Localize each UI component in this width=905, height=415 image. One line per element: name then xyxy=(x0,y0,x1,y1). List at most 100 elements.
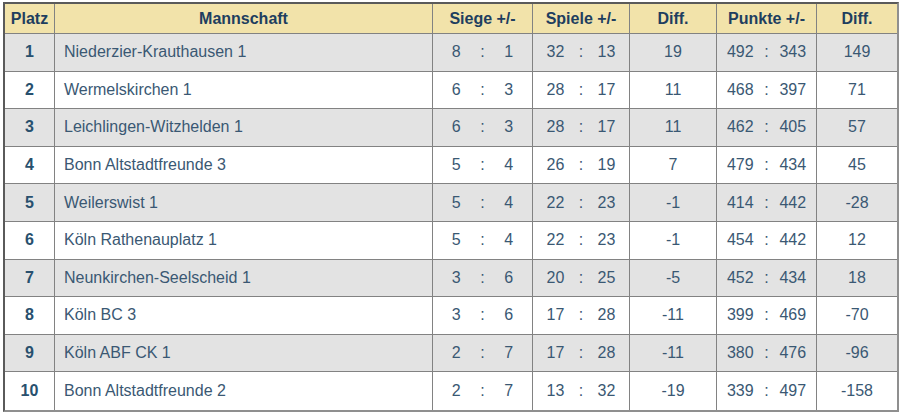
punkte-cell: 462:405 xyxy=(717,109,817,147)
rank-cell: 8 xyxy=(5,297,55,335)
spiele-cell: 17:28 xyxy=(533,297,630,335)
punkte-for: 468 xyxy=(721,81,760,99)
punkte-diff-cell: -96 xyxy=(817,335,897,373)
punkte-for: 414 xyxy=(721,194,760,212)
spiele-cell: 26:19 xyxy=(533,147,630,185)
spiele-cell: 32:13 xyxy=(533,34,630,72)
spiele-cell: 20:25 xyxy=(533,260,630,298)
siege-cell: 5:4 xyxy=(433,147,533,185)
spiele-won: 28 xyxy=(537,81,574,99)
spiele-diff-cell: 11 xyxy=(630,109,717,147)
rank-cell: 7 xyxy=(5,260,55,298)
score-separator: : xyxy=(476,194,490,212)
punkte-against: 397 xyxy=(774,81,813,99)
siege-lost: 1 xyxy=(490,43,529,61)
siege-won: 2 xyxy=(437,344,476,362)
siege-cell: 5:4 xyxy=(433,222,533,260)
spiele-diff-cell: 11 xyxy=(630,72,717,110)
rank-cell: 5 xyxy=(5,184,55,222)
score-separator: : xyxy=(760,118,774,136)
siege-won: 2 xyxy=(437,382,476,400)
punkte-for: 454 xyxy=(721,231,760,249)
score-separator: : xyxy=(476,344,490,362)
spiele-diff-cell: -5 xyxy=(630,260,717,298)
col-header-diff-punkte: Diff. xyxy=(817,4,897,34)
score-separator: : xyxy=(760,344,774,362)
score-separator: : xyxy=(574,194,588,212)
score-separator: : xyxy=(574,43,588,61)
siege-cell: 6:3 xyxy=(433,109,533,147)
siege-lost: 3 xyxy=(490,118,529,136)
siege-won: 3 xyxy=(437,269,476,287)
punkte-cell: 479:434 xyxy=(717,147,817,185)
punkte-cell: 454:442 xyxy=(717,222,817,260)
punkte-for: 399 xyxy=(721,306,760,324)
score-separator: : xyxy=(476,231,490,249)
punkte-diff-cell: 57 xyxy=(817,109,897,147)
punkte-cell: 414:442 xyxy=(717,184,817,222)
spiele-diff-cell: 19 xyxy=(630,34,717,72)
score-separator: : xyxy=(760,269,774,287)
punkte-against: 434 xyxy=(774,156,813,174)
spiele-lost: 19 xyxy=(588,156,625,174)
spiele-won: 22 xyxy=(537,231,574,249)
siege-lost: 4 xyxy=(490,156,529,174)
spiele-won: 22 xyxy=(537,194,574,212)
spiele-lost: 28 xyxy=(588,306,625,324)
siege-won: 5 xyxy=(437,231,476,249)
siege-lost: 7 xyxy=(490,344,529,362)
punkte-against: 405 xyxy=(774,118,813,136)
score-separator: : xyxy=(574,81,588,99)
spiele-lost: 17 xyxy=(588,118,625,136)
rank-cell: 4 xyxy=(5,147,55,185)
team-cell: Köln Rathenauplatz 1 xyxy=(55,222,433,260)
score-separator: : xyxy=(760,231,774,249)
punkte-for: 452 xyxy=(721,269,760,287)
siege-won: 3 xyxy=(437,306,476,324)
punkte-diff-cell: -28 xyxy=(817,184,897,222)
siege-lost: 4 xyxy=(490,194,529,212)
punkte-cell: 468:397 xyxy=(717,72,817,110)
team-cell: Niederzier-Krauthausen 1 xyxy=(55,34,433,72)
siege-cell: 6:3 xyxy=(433,72,533,110)
spiele-won: 32 xyxy=(537,43,574,61)
spiele-won: 28 xyxy=(537,118,574,136)
spiele-diff-cell: -11 xyxy=(630,297,717,335)
score-separator: : xyxy=(476,43,490,61)
col-header-siege: Siege +/- xyxy=(433,4,533,34)
team-cell: Leichlingen-Witzhelden 1 xyxy=(55,109,433,147)
punkte-diff-cell: -158 xyxy=(817,372,897,410)
team-cell: Bonn Altstadtfreunde 3 xyxy=(55,147,433,185)
score-separator: : xyxy=(476,81,490,99)
spiele-won: 17 xyxy=(537,344,574,362)
spiele-lost: 17 xyxy=(588,81,625,99)
spiele-lost: 28 xyxy=(588,344,625,362)
score-separator: : xyxy=(476,118,490,136)
team-cell: Köln BC 3 xyxy=(55,297,433,335)
team-cell: Wermelskirchen 1 xyxy=(55,72,433,110)
punkte-against: 442 xyxy=(774,231,813,249)
rank-cell: 2 xyxy=(5,72,55,110)
rank-cell: 6 xyxy=(5,222,55,260)
punkte-diff-cell: 12 xyxy=(817,222,897,260)
siege-cell: 2:7 xyxy=(433,372,533,410)
punkte-diff-cell: 45 xyxy=(817,147,897,185)
punkte-for: 339 xyxy=(721,382,760,400)
siege-won: 6 xyxy=(437,118,476,136)
league-standings-table: Platz Mannschaft Siege +/- Spiele +/- Di… xyxy=(3,2,899,412)
score-separator: : xyxy=(574,344,588,362)
punkte-diff-cell: 71 xyxy=(817,72,897,110)
punkte-for: 479 xyxy=(721,156,760,174)
spiele-won: 26 xyxy=(537,156,574,174)
score-separator: : xyxy=(574,269,588,287)
score-separator: : xyxy=(574,231,588,249)
punkte-cell: 380:476 xyxy=(717,335,817,373)
score-separator: : xyxy=(760,194,774,212)
rank-cell: 9 xyxy=(5,335,55,373)
score-separator: : xyxy=(574,306,588,324)
score-separator: : xyxy=(760,382,774,400)
punkte-cell: 339:497 xyxy=(717,372,817,410)
siege-cell: 3:6 xyxy=(433,260,533,298)
score-separator: : xyxy=(476,156,490,174)
spiele-cell: 22:23 xyxy=(533,184,630,222)
